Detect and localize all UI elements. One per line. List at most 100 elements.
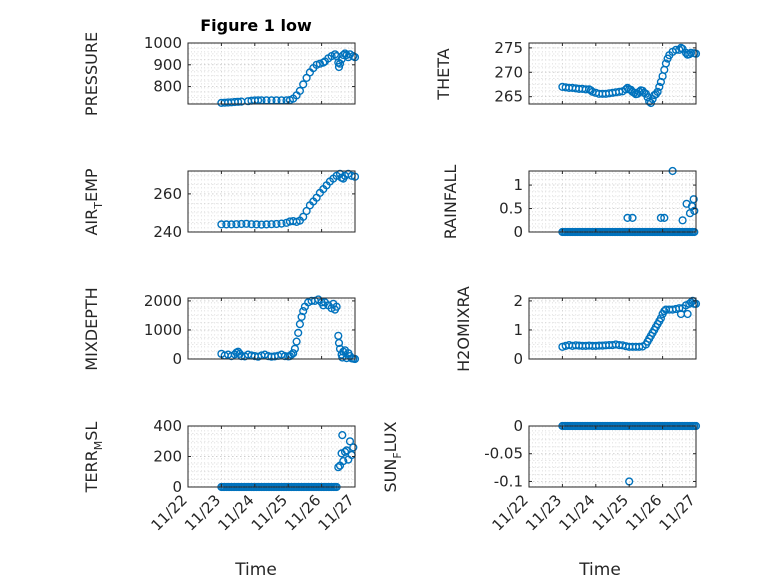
data-point bbox=[656, 213, 666, 223]
data-point bbox=[623, 213, 632, 223]
y-axis-label-subscript: F bbox=[391, 452, 404, 458]
data-point bbox=[232, 220, 241, 229]
data-point bbox=[290, 344, 300, 353]
y-axis-label-main: H2OMIXRA bbox=[454, 286, 473, 372]
y-tick-label: -0.1 bbox=[494, 472, 523, 490]
subplot-h2omixra: 0 1 2 H2OMIXRA bbox=[454, 286, 701, 372]
y-axis-label-main: RAINFALL bbox=[441, 165, 460, 240]
y-tick-label: 2000 bbox=[144, 292, 182, 310]
y-tick-label: 275 bbox=[494, 39, 523, 57]
data-point bbox=[339, 457, 348, 466]
data-point bbox=[342, 446, 351, 455]
y-axis-label: AIRTEMP bbox=[82, 168, 105, 235]
data-point bbox=[340, 447, 350, 457]
y-tick-label: 0 bbox=[513, 223, 523, 241]
data-point bbox=[653, 87, 662, 96]
data-point bbox=[689, 195, 698, 204]
subplot-sun-flux: -0.1 -0.05 0 11/2211/2311/2411/2511/2611/27… bbox=[381, 417, 701, 580]
data-point bbox=[345, 437, 355, 446]
subplot-mixdepth: 0 1000 2000 MIXDEPTH bbox=[82, 287, 360, 371]
y-tick-label: 240 bbox=[153, 223, 182, 241]
y-tick-label: 1 bbox=[513, 321, 523, 339]
data-point bbox=[660, 213, 669, 223]
y-axis-label: MIXDEPTH bbox=[82, 287, 101, 370]
x-axis-label: Time bbox=[578, 560, 621, 580]
y-axis-label-main: THETA bbox=[434, 48, 453, 100]
y-tick-label: 1 bbox=[513, 176, 523, 194]
y-tick-label: 200 bbox=[153, 448, 182, 466]
x-tick-label: 11/22 bbox=[148, 491, 191, 534]
data-point bbox=[257, 220, 266, 229]
y-tick-label: 0 bbox=[513, 350, 523, 368]
x-axis-label: Time bbox=[234, 560, 277, 580]
data-point bbox=[295, 320, 305, 329]
data-point bbox=[294, 328, 303, 338]
x-tick-label: 11/25 bbox=[589, 491, 632, 534]
data-point bbox=[222, 220, 231, 229]
data-point bbox=[267, 220, 276, 229]
data-point bbox=[349, 443, 358, 452]
data-point bbox=[330, 50, 340, 59]
data-point bbox=[660, 307, 669, 316]
y-tick-label: 0 bbox=[513, 417, 523, 435]
y-tick-label: 0 bbox=[172, 350, 182, 368]
data-point bbox=[338, 431, 347, 440]
y-axis-label: TERRMSL bbox=[82, 422, 105, 494]
data-point bbox=[292, 337, 301, 346]
data-point bbox=[237, 219, 246, 229]
data-point bbox=[655, 82, 664, 92]
y-tick-label: 800 bbox=[153, 78, 182, 96]
y-axis-label-main: PRESSURE bbox=[82, 32, 101, 116]
data-point bbox=[646, 98, 656, 108]
y-axis-label-tail: LUX bbox=[381, 421, 400, 452]
subplot-rainfall: 0 0.5 1 RAINFALL bbox=[441, 165, 699, 241]
data-point bbox=[252, 220, 261, 229]
y-axis-label: THETA bbox=[434, 48, 453, 100]
axes-box bbox=[187, 170, 356, 233]
x-tick-label: 11/23 bbox=[181, 491, 224, 534]
subplot-theta: 265 270 275 THETA bbox=[434, 39, 701, 108]
data-point bbox=[339, 347, 348, 356]
y-axis-label: H2OMIXRA bbox=[454, 286, 473, 372]
y-axis-label: PRESSURE bbox=[82, 32, 101, 116]
y-tick-label: 400 bbox=[153, 417, 182, 435]
axes-box bbox=[528, 42, 697, 105]
data-point bbox=[335, 59, 345, 68]
y-axis-label-subscript: M bbox=[92, 441, 105, 451]
data-point bbox=[315, 59, 325, 68]
y-tick-label: 260 bbox=[153, 185, 182, 203]
y-tick-label: -0.05 bbox=[484, 445, 523, 463]
data-point bbox=[675, 45, 684, 54]
y-axis-label-tail: EMP bbox=[82, 168, 101, 202]
data-point bbox=[234, 97, 243, 106]
x-tick-label: 11/23 bbox=[522, 491, 565, 534]
data-point bbox=[299, 80, 308, 89]
y-axis-label-main: MIXDEPTH bbox=[82, 287, 101, 370]
y-axis-label: RAINFALL bbox=[441, 165, 460, 240]
data-point bbox=[319, 58, 328, 67]
data-point bbox=[299, 307, 308, 316]
x-tick-label: 11/25 bbox=[248, 491, 291, 534]
axes-box bbox=[528, 425, 697, 488]
data-point bbox=[628, 213, 637, 223]
x-tick-label: 11/27 bbox=[315, 491, 358, 534]
y-tick-label: 900 bbox=[153, 56, 182, 74]
y-axis-label-tail: SL bbox=[82, 422, 101, 441]
x-tick-label: 11/26 bbox=[281, 491, 324, 534]
axes-box bbox=[187, 42, 356, 105]
y-axis-label-main: SUN bbox=[381, 459, 400, 493]
y-tick-label: 2 bbox=[513, 292, 523, 310]
axes-box bbox=[528, 297, 697, 360]
data-point bbox=[289, 349, 298, 358]
data-point bbox=[334, 338, 344, 348]
axes-box bbox=[528, 170, 697, 233]
y-tick-label: 265 bbox=[494, 88, 523, 106]
y-tick-label: 1000 bbox=[144, 321, 182, 339]
data-point bbox=[247, 220, 256, 229]
data-point bbox=[338, 353, 347, 362]
data-point bbox=[287, 350, 296, 359]
data-point bbox=[690, 206, 699, 216]
y-tick-label: 1000 bbox=[144, 34, 182, 52]
x-tick-label: 11/24 bbox=[214, 491, 257, 534]
data-point bbox=[685, 209, 695, 218]
